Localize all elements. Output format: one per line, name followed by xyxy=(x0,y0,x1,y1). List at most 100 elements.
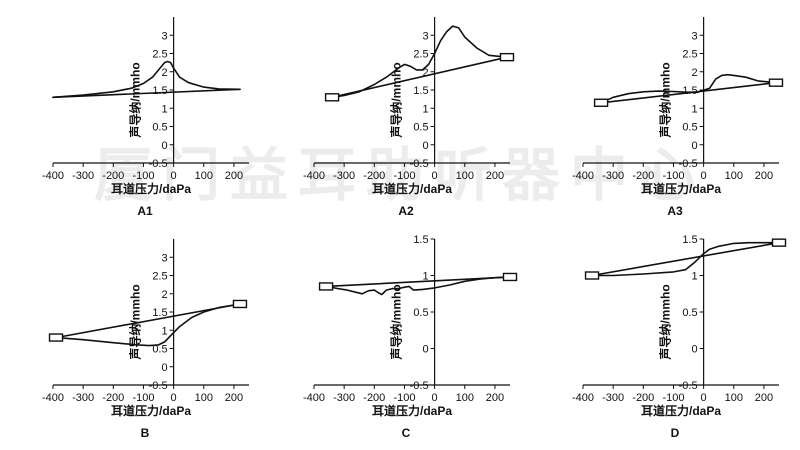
end-marker xyxy=(768,78,784,87)
baseline-line xyxy=(331,56,508,99)
x-tick-label: -400 xyxy=(42,170,64,182)
y-tick-label: 1 xyxy=(422,271,428,283)
y-tick-label: 0 xyxy=(422,140,428,152)
x-tick-label: -400 xyxy=(42,392,64,404)
y-tick-label: -0.5 xyxy=(149,380,168,392)
y-tick-label: 2.5 xyxy=(682,49,697,61)
baseline-line xyxy=(591,241,780,277)
chart-panel-5: -0.500.511.5-400 -300 -200 -100 0 100 200耳道压力/… xyxy=(303,234,518,440)
y-tick-label: 1.5 xyxy=(682,234,697,246)
y-axis-label: 声导纳/mmho xyxy=(128,62,143,138)
x-tick-label: -100 xyxy=(132,392,154,404)
x-tick-label: -400 xyxy=(303,392,325,404)
y-tick-label: 2 xyxy=(422,67,428,79)
x-tick-label: 100 xyxy=(725,170,743,182)
baseline-line xyxy=(55,303,241,339)
y-tick-label: 0 xyxy=(422,344,428,356)
y-tick-label: 2 xyxy=(161,67,167,79)
x-tick-label: 0 xyxy=(701,170,707,182)
end-marker xyxy=(593,98,609,107)
y-tick-label: 1 xyxy=(691,271,697,283)
baseline-line xyxy=(52,88,241,99)
x-tick-label: -200 xyxy=(102,170,124,182)
x-tick-label: -100 xyxy=(393,392,415,404)
baseline-line xyxy=(600,81,777,104)
y-tick-label: 1.5 xyxy=(152,85,167,97)
x-tick-label: -400 xyxy=(572,170,594,182)
x-tick-label: 0 xyxy=(171,170,177,182)
x-tick-label: -200 xyxy=(102,392,124,404)
panel-title: B xyxy=(141,426,150,440)
y-tick-label: 0 xyxy=(161,362,167,374)
x-tick-label: -300 xyxy=(72,392,94,404)
x-axis-label: 耳道压力/daPa xyxy=(372,403,452,418)
x-tick-label: 200 xyxy=(225,170,243,182)
end-marker xyxy=(499,52,515,62)
x-axis-label: 耳道压力/daPa xyxy=(641,403,721,418)
y-tick-label: 2.5 xyxy=(152,271,167,283)
y-tick-label: 2 xyxy=(161,289,167,301)
chart-panel-1: -0.500.511.522.53-400 -300 -200 -100 0 100 200… xyxy=(42,17,249,218)
x-tick-label: 100 xyxy=(195,170,213,182)
x-tick-label: -300 xyxy=(333,392,355,404)
x-tick-label: -300 xyxy=(602,170,624,182)
x-tick-label: 200 xyxy=(225,392,243,404)
y-tick-label: 0.5 xyxy=(682,122,697,134)
x-tick-label: 200 xyxy=(755,392,773,404)
y-tick-label: 1.5 xyxy=(152,307,167,319)
chart-panel-3: -0.500.511.522.53-400 -300 -200 -100 0 100 200… xyxy=(572,17,784,218)
x-tick-label: 200 xyxy=(486,392,504,404)
panel-title: A1 xyxy=(137,204,153,218)
x-tick-label: -100 xyxy=(662,392,684,404)
x-tick-label: -300 xyxy=(333,170,355,182)
tympanogram-curve xyxy=(591,241,780,277)
y-tick-label: 1 xyxy=(691,103,697,115)
y-tick-label: 1 xyxy=(161,103,167,115)
chart-panel-6: -0.500.511.5-400 -300 -200 -100 0 100 200耳道压力/… xyxy=(572,234,787,440)
x-tick-label: -300 xyxy=(72,170,94,182)
y-axis-label: 声导纳/mmho xyxy=(658,62,673,138)
y-tick-label: 3 xyxy=(422,30,428,42)
x-tick-label: 100 xyxy=(195,392,213,404)
y-tick-label: 2.5 xyxy=(413,49,428,61)
end-marker xyxy=(232,299,248,309)
x-tick-label: -400 xyxy=(572,392,594,404)
y-tick-label: -0.5 xyxy=(149,158,168,170)
x-axis-label: 耳道压力/daPa xyxy=(111,181,191,196)
y-tick-label: 1.5 xyxy=(413,234,428,246)
y-tick-label: 2.5 xyxy=(152,49,167,61)
x-axis-label: 耳道压力/daPa xyxy=(372,181,452,196)
y-tick-label: 0 xyxy=(691,140,697,152)
x-tick-label: 100 xyxy=(725,392,743,404)
end-marker xyxy=(502,272,518,282)
y-tick-label: 0.5 xyxy=(413,307,428,319)
x-tick-label: -100 xyxy=(662,170,684,182)
end-marker xyxy=(318,282,334,291)
x-tick-label: -100 xyxy=(132,170,154,182)
end-marker xyxy=(771,238,787,247)
tympanogram-curve xyxy=(325,276,511,296)
x-tick-label: 100 xyxy=(456,392,474,404)
y-tick-label: 0.5 xyxy=(413,122,428,134)
x-axis-label: 耳道压力/daPa xyxy=(641,181,721,196)
x-tick-label: 0 xyxy=(432,392,438,404)
y-tick-label: 2 xyxy=(691,67,697,79)
end-marker xyxy=(584,271,600,280)
y-tick-label: -0.5 xyxy=(679,380,698,392)
y-tick-label: 3 xyxy=(691,30,697,42)
y-tick-label: 1 xyxy=(161,325,167,337)
x-tick-label: -200 xyxy=(632,392,654,404)
y-axis-label: 声导纳/mmho xyxy=(658,284,673,360)
x-tick-label: -200 xyxy=(363,392,385,404)
y-tick-label: 0.5 xyxy=(152,344,167,356)
chart-panel-2: -0.500.511.522.53-400 -300 -200 -100 0 100 200… xyxy=(303,17,515,218)
x-axis-label: 耳道压力/daPa xyxy=(111,403,191,418)
y-tick-label: 1.5 xyxy=(413,85,428,97)
panel-title: A3 xyxy=(667,204,683,218)
y-tick-label: 0 xyxy=(161,140,167,152)
y-tick-label: -0.5 xyxy=(679,158,698,170)
x-tick-label: 200 xyxy=(486,170,504,182)
y-tick-label: -0.5 xyxy=(410,380,429,392)
y-tick-label: -0.5 xyxy=(410,158,429,170)
